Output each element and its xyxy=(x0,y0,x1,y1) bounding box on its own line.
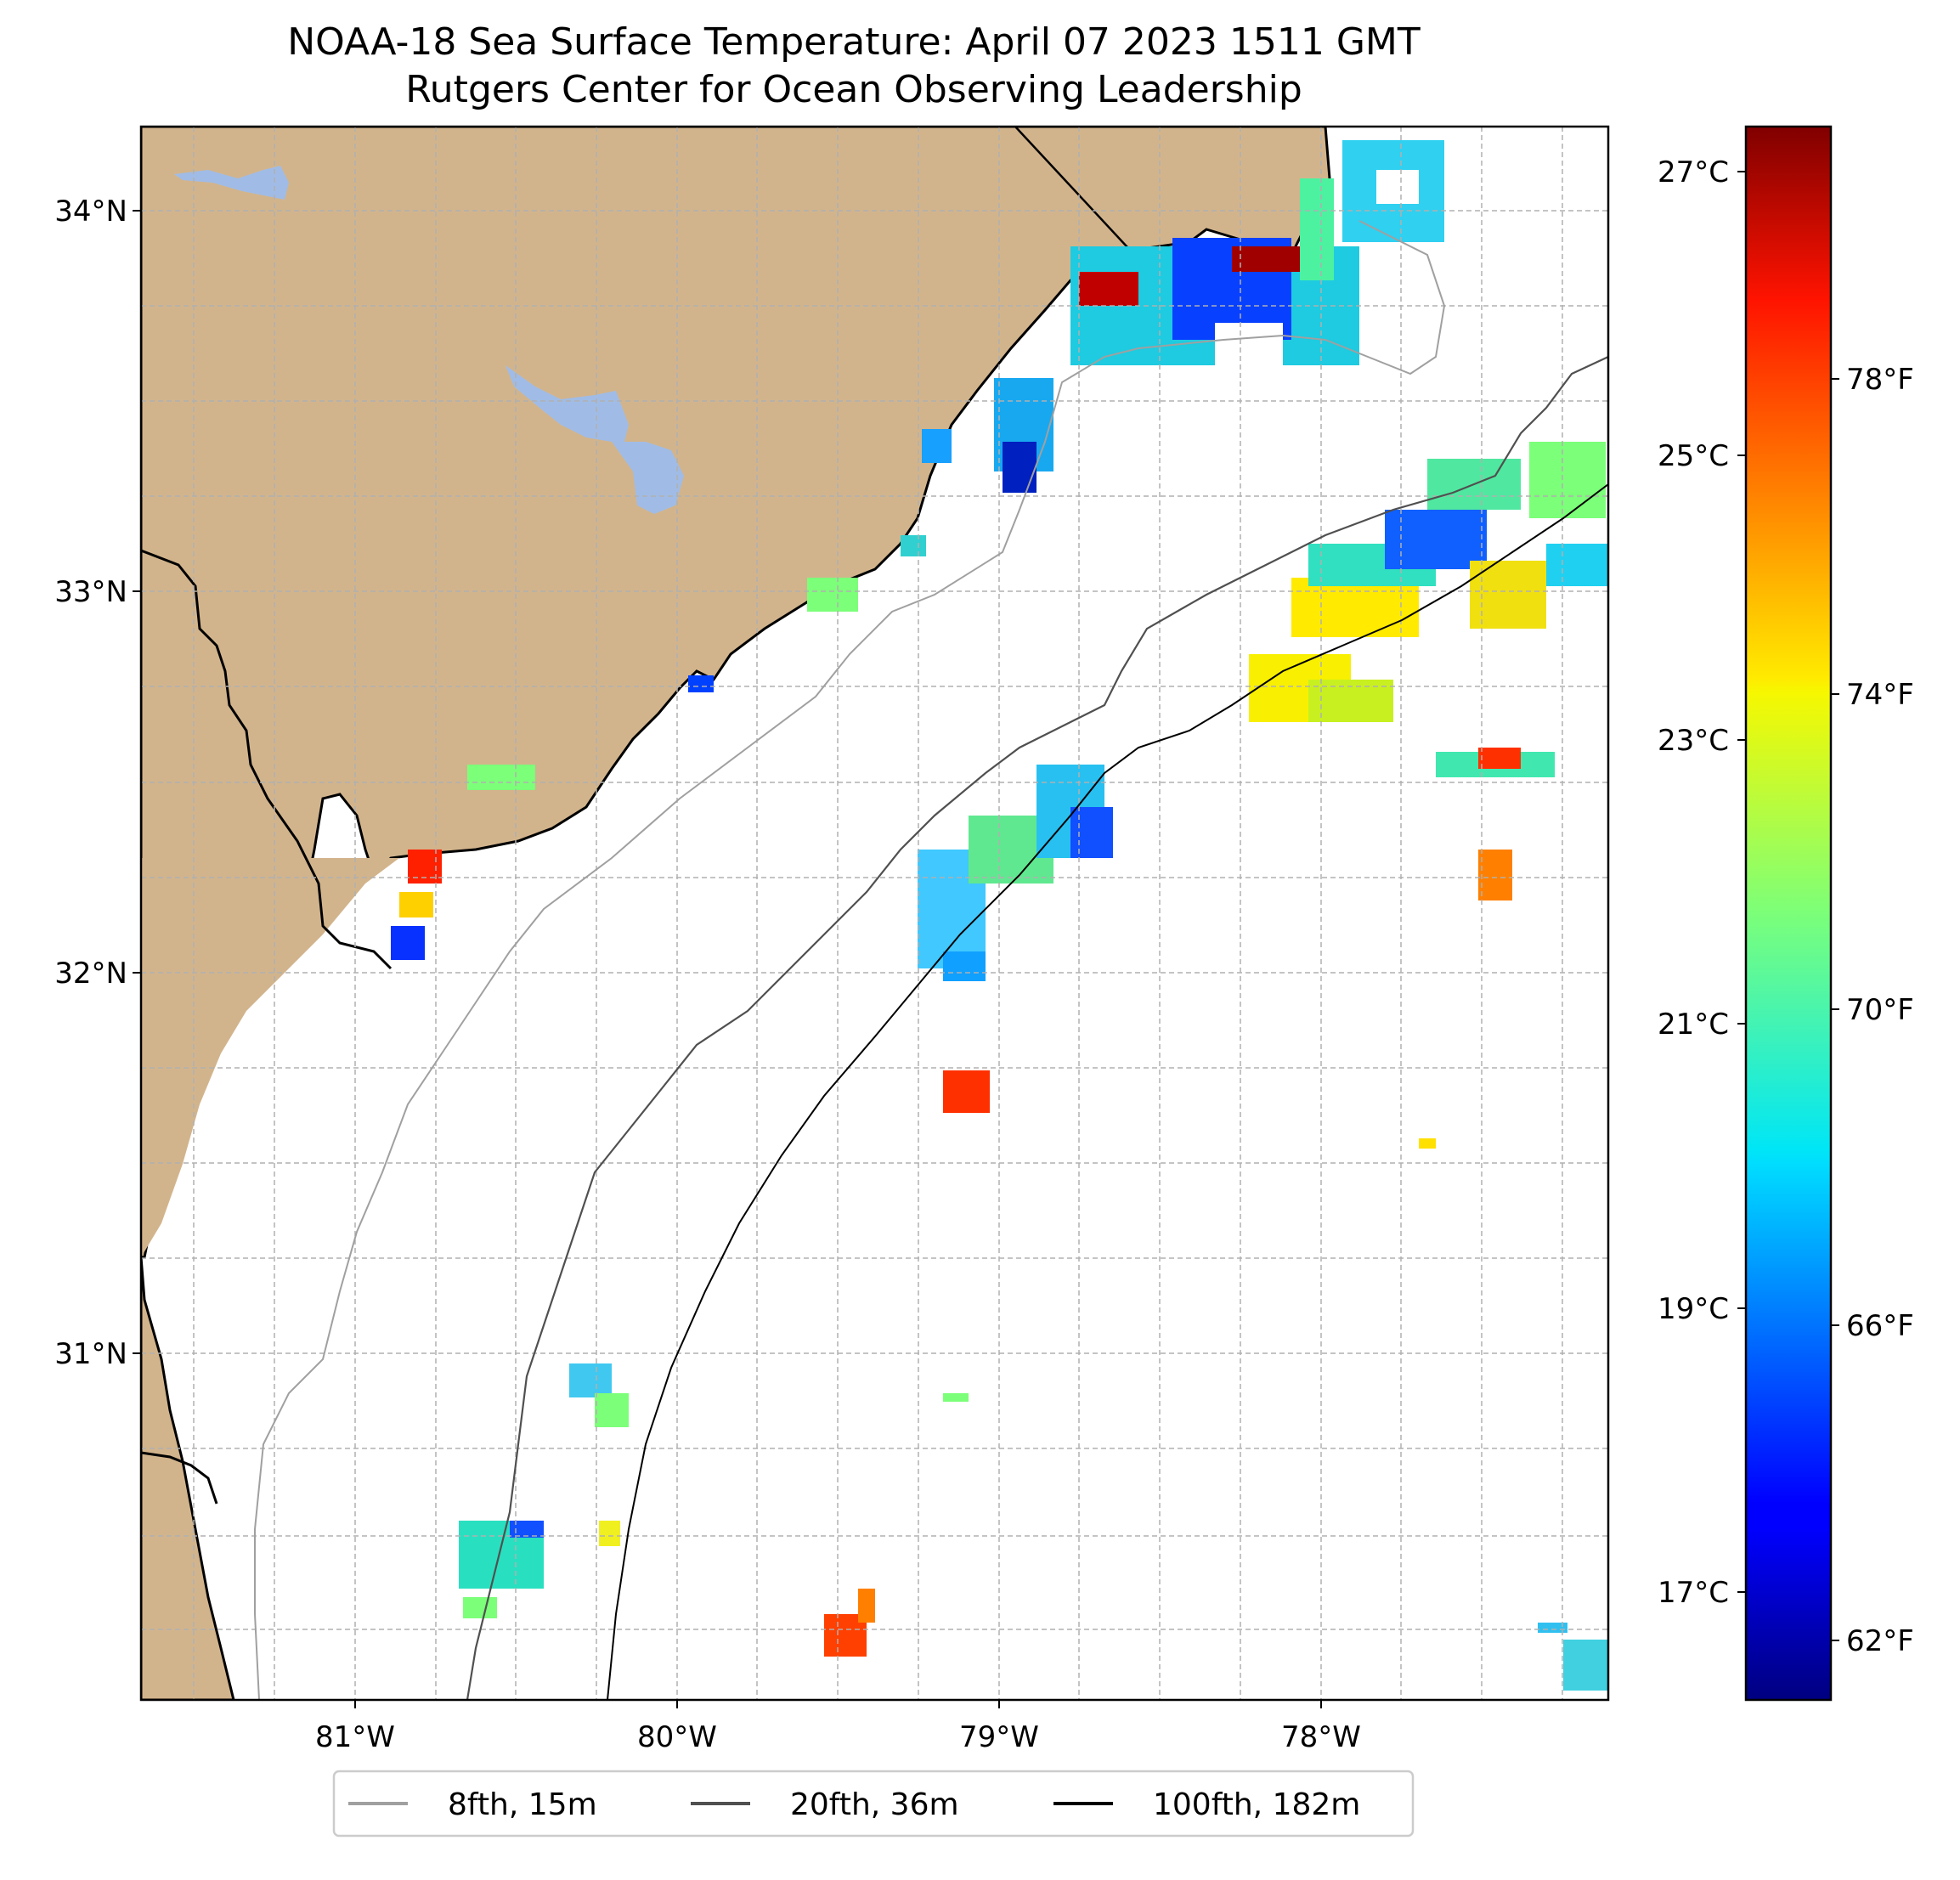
colorbar-fahrenheit-label: 62°F xyxy=(1846,1624,1914,1658)
lon-label: 78°W xyxy=(1281,1720,1361,1754)
state-boundary xyxy=(1014,127,1139,260)
map-frame xyxy=(139,125,1610,1702)
lon-label: 80°W xyxy=(637,1720,717,1754)
colorbar-celsius-label: 21°C xyxy=(1658,1008,1729,1042)
lon-label: 81°W xyxy=(315,1720,395,1754)
isobath-8fth xyxy=(254,220,1446,1700)
legend: 8fth, 15m 20fth, 36m 100fth, 182m xyxy=(332,1770,1415,1838)
legend-label: 100fth, 182m xyxy=(1153,1787,1360,1822)
colorbar-fahrenheit-label: 74°F xyxy=(1846,678,1914,712)
map-panel xyxy=(141,127,1608,1700)
lat-label: 32°N xyxy=(54,957,127,991)
isobath-100fth xyxy=(607,483,1608,1700)
lake xyxy=(174,166,289,200)
chart-subtitle: Rutgers Center for Ocean Observing Leade… xyxy=(405,68,1302,111)
colorbar-celsius-label: 27°C xyxy=(1658,155,1729,189)
gridlines xyxy=(141,127,1608,1700)
axis-ticks xyxy=(133,210,1322,1708)
lat-label: 33°N xyxy=(54,575,127,609)
colorbar-celsius-label: 23°C xyxy=(1658,724,1729,758)
legend-label: 20fth, 36m xyxy=(790,1787,959,1822)
colorbar-fahrenheit-label: 70°F xyxy=(1846,993,1914,1027)
colorbar xyxy=(1744,125,1833,1702)
colorbar-celsius-label: 19°C xyxy=(1658,1292,1729,1326)
isobath-20fth xyxy=(466,356,1608,1700)
chart-title: NOAA-18 Sea Surface Temperature: April 0… xyxy=(287,20,1421,64)
colorbar-ticks xyxy=(1737,171,1839,1641)
colorbar-fahrenheit-label: 78°F xyxy=(1846,363,1914,397)
colorbar-celsius-label: 25°C xyxy=(1658,439,1729,473)
lake xyxy=(506,365,684,514)
colorbar-fahrenheit-label: 66°F xyxy=(1846,1309,1914,1343)
state-boundary xyxy=(141,549,393,970)
colorbar-celsius-label: 17°C xyxy=(1658,1576,1729,1610)
state-boundary xyxy=(141,1451,218,1505)
lat-label: 34°N xyxy=(54,195,127,229)
lon-label: 79°W xyxy=(959,1720,1039,1754)
lat-label: 31°N xyxy=(54,1337,127,1371)
legend-label: 8fth, 15m xyxy=(448,1787,597,1822)
